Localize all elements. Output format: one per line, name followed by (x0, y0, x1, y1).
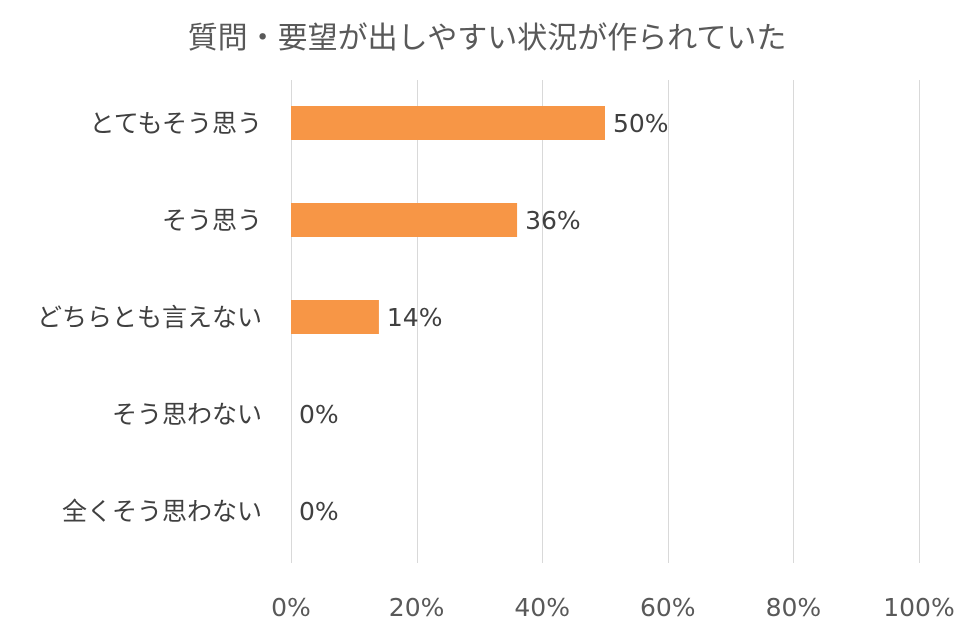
category-label: そう思う (162, 206, 262, 235)
x-tick-label: 20% (389, 593, 445, 622)
data-label: 36% (525, 206, 581, 235)
category-label: どちらとも言えない (37, 303, 262, 332)
bar (291, 300, 379, 334)
gridlines (291, 80, 920, 563)
x-tick-label: 80% (766, 593, 822, 622)
x-axis-tick-labels: 0% 20% 40% 60% 80% 100% (271, 593, 955, 622)
data-label: 50% (613, 109, 669, 138)
category-label: そう思わない (112, 400, 262, 429)
data-label: 0% (299, 497, 339, 526)
x-tick-label: 0% (271, 593, 311, 622)
bars (291, 106, 605, 334)
data-label: 14% (387, 303, 443, 332)
category-label: 全くそう思わない (62, 497, 262, 526)
data-labels: 50% 36% 14% 0% 0% (299, 109, 669, 526)
chart-title: 質問・要望が出しやすい状況が作られていた (188, 21, 787, 56)
bar (291, 106, 605, 140)
x-tick-label: 40% (514, 593, 570, 622)
data-label: 0% (299, 400, 339, 429)
category-label: とてもそう思う (89, 109, 262, 138)
x-tick-label: 100% (883, 593, 954, 622)
x-tick-label: 60% (640, 593, 696, 622)
bar (291, 203, 518, 237)
